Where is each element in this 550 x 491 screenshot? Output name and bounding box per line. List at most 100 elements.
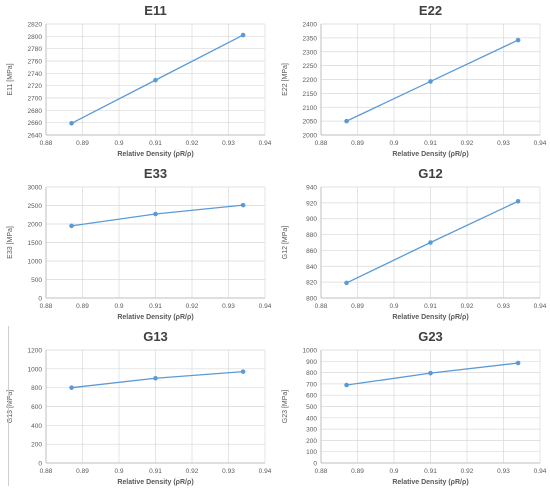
x-tick-label: 0.91: [424, 303, 437, 310]
y-tick-label: 2500: [28, 203, 43, 210]
y-tick-label: 2350: [303, 35, 318, 42]
y-tick-label: 2800: [28, 34, 43, 41]
data-point: [153, 375, 158, 381]
y-axis-label: G13 [MPa]: [7, 390, 14, 424]
chart-title: E11: [144, 3, 166, 18]
x-axis-label: Relative Density (ρR/ρ): [117, 479, 193, 486]
x-tick-label: 0.89: [76, 303, 89, 310]
data-point: [428, 370, 433, 376]
y-tick-label: 2300: [303, 49, 318, 56]
panel-divider: [8, 326, 9, 486]
y-tick-label: 900: [306, 216, 317, 223]
chart-title: G23: [418, 329, 443, 344]
x-tick-label: 0.93: [222, 468, 235, 475]
chart-g12: G12 800 820 840 860 880 900 920 940 0.88 0.89 0.9 0.…: [282, 166, 547, 321]
y-tick-label: 400: [306, 415, 317, 422]
chart-e22: E22 2000 2050 2100 2150 2200 2250 2300 2350 2400 0…: [282, 3, 547, 158]
data-point: [428, 240, 433, 245]
y-tick-label: 400: [31, 423, 42, 430]
x-tick-label: 0.94: [534, 140, 547, 147]
chart-panel-e11: E11 2640 2660 2680 2700 2720 2740 2760 2780 2800 2…: [0, 0, 275, 163]
chart-panel-e33: E33 0 500 1000 1500 2000 2500 3000 0.88 0.89 0.9 0.…: [0, 163, 275, 326]
x-tick-label: 0.93: [497, 303, 510, 310]
x-tick-label: 0.88: [315, 140, 328, 147]
y-axis-label: G23 [MPa]: [282, 390, 289, 424]
x-tick-label: 0.91: [424, 468, 437, 475]
y-tick-label: 940: [306, 185, 317, 192]
x-tick-label: 0.9: [389, 140, 398, 147]
y-tick-label: 2250: [303, 63, 318, 70]
x-tick-label: 0.92: [461, 303, 474, 310]
x-tick-label: 0.9: [114, 303, 123, 310]
data-point: [69, 223, 74, 229]
x-tick-label: 0.89: [76, 140, 89, 147]
y-tick-label: 2820: [28, 22, 43, 29]
y-tick-label: 820: [306, 280, 317, 287]
data-point: [240, 369, 246, 374]
chart-title: E33: [144, 166, 167, 181]
x-tick-label: 0.91: [149, 303, 162, 310]
chart-panel-g23: G23 0 100 200 300 400 500 600 700 800 900 1000 0.88 0…: [275, 326, 550, 491]
y-tick-label: 600: [31, 404, 42, 411]
y-tick-label: 800: [31, 385, 42, 392]
y-tick-label: 2000: [303, 133, 318, 140]
data-point: [344, 280, 349, 286]
x-tick-label: 0.9: [389, 303, 398, 310]
y-tick-label: 0: [38, 461, 42, 468]
y-tick-label: 500: [31, 277, 42, 284]
x-tick-label: 0.88: [40, 140, 53, 147]
x-axis-label: Relative Density (ρR/ρ): [392, 479, 468, 486]
y-tick-label: 2150: [303, 91, 318, 98]
y-tick-label: 200: [31, 442, 42, 449]
y-tick-label: 1200: [28, 348, 43, 355]
chart-panel-g12: G12 800 820 840 860 880 900 920 940 0.88 0.89 0.9 0.…: [275, 163, 550, 326]
x-tick-label: 0.94: [534, 468, 547, 475]
chart-title: G12: [418, 166, 443, 181]
x-tick-label: 0.92: [461, 140, 474, 147]
y-tick-label: 2660: [28, 120, 43, 127]
y-tick-label: 880: [306, 232, 317, 239]
data-point: [240, 202, 246, 208]
y-tick-label: 1000: [28, 366, 43, 373]
chart-e11: E11 2640 2660 2680 2700 2720 2740 2760 2780 2800 2…: [7, 3, 272, 158]
chart-title: G13: [143, 329, 168, 344]
x-tick-label: 0.94: [259, 140, 272, 147]
x-tick-label: 0.89: [351, 140, 364, 147]
x-axis-label: Relative Density (ρR/ρ): [392, 314, 468, 321]
x-tick-label: 0.89: [76, 468, 89, 475]
y-tick-label: 840: [306, 264, 317, 271]
chart-panel-g13: G13 0 200 400 600 800 1000 1200 0.88 0.89 0.9 0.91 0…: [0, 326, 275, 491]
data-point: [69, 385, 74, 390]
y-tick-label: 860: [306, 248, 317, 255]
chart-panel-e22: E22 2000 2050 2100 2150 2200 2250 2300 2350 2400 0…: [275, 0, 550, 163]
y-tick-label: 800: [306, 296, 317, 303]
x-tick-label: 0.91: [424, 140, 437, 147]
y-tick-label: 1000: [303, 348, 318, 355]
y-tick-label: 2720: [28, 83, 43, 90]
x-axis-label: Relative Density (ρR/ρ): [392, 151, 468, 158]
y-tick-label: 2780: [28, 46, 43, 53]
series-line: [71, 204, 244, 227]
y-tick-label: 2680: [28, 108, 43, 115]
y-tick-label: 900: [306, 359, 317, 366]
x-tick-label: 0.88: [40, 468, 53, 475]
data-point: [240, 32, 246, 38]
x-tick-label: 0.93: [497, 140, 510, 147]
y-tick-label: 2760: [28, 59, 43, 66]
y-tick-label: 2640: [28, 133, 43, 140]
data-point: [153, 77, 158, 83]
y-tick-label: 3000: [28, 185, 43, 192]
y-axis-label: E22 [MPa]: [282, 63, 289, 96]
data-point: [515, 360, 521, 366]
x-tick-label: 0.9: [114, 468, 123, 475]
x-tick-label: 0.91: [149, 140, 162, 147]
x-tick-label: 0.92: [186, 140, 199, 147]
x-tick-label: 0.93: [497, 468, 510, 475]
y-tick-label: 920: [306, 200, 317, 207]
y-tick-label: 500: [306, 404, 317, 411]
y-tick-label: 2100: [303, 105, 318, 112]
x-tick-label: 0.92: [461, 468, 474, 475]
y-tick-label: 1000: [28, 259, 43, 266]
y-tick-label: 100: [306, 449, 317, 456]
x-tick-label: 0.89: [351, 303, 364, 310]
